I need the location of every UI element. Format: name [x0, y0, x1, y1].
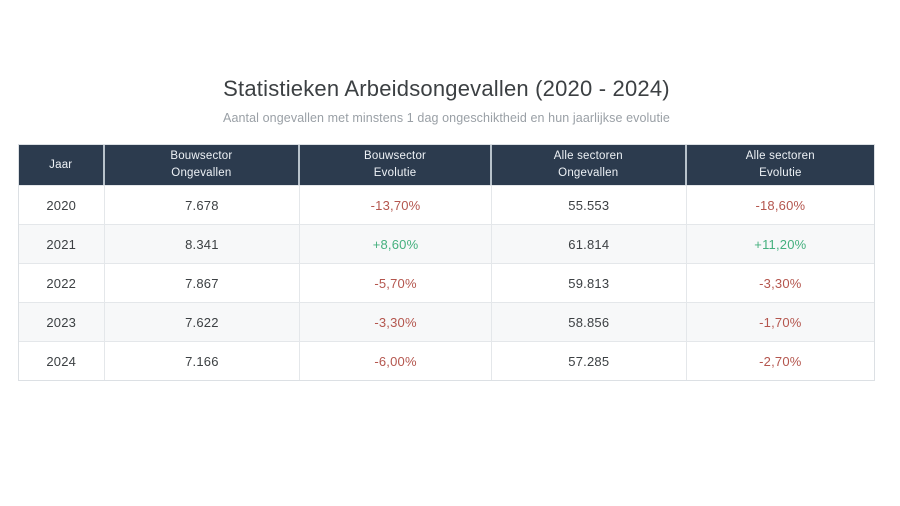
table-row-2023: 2023 7.622 -3,30% 58.856 -1,70% — [19, 302, 874, 341]
bouwsector-ongevallen-cell: 7.678 — [105, 186, 301, 224]
bouwsector-evolutie-cell: -6,00% — [300, 342, 492, 380]
alle-sectoren-ongevallen-cell: 57.285 — [492, 342, 687, 380]
alle-sectoren-ongevallen-cell: 59.813 — [492, 264, 687, 302]
year-cell: 2020 — [19, 186, 105, 224]
stats-table: Jaar Bouwsector Ongevallen Bouwsector Ev… — [18, 144, 875, 381]
alle-sectoren-ongevallen-cell: 55.553 — [492, 186, 687, 224]
table-row-2021: 2021 8.341 +8,60% 61.814 +11,20% — [19, 224, 874, 263]
header-label: Ongevallen — [558, 167, 619, 179]
page: Statistieken Arbeidsongevallen (2020 - 2… — [18, 0, 875, 381]
bouwsector-ongevallen-cell: 7.622 — [105, 303, 301, 341]
table-row-2024: 2024 7.166 -6,00% 57.285 -2,70% — [19, 341, 874, 380]
year-cell: 2024 — [19, 342, 105, 380]
year-cell: 2021 — [19, 225, 105, 263]
header-cell-jaar: Jaar — [19, 145, 105, 185]
page-subtitle: Aantal ongevallen met minstens 1 dag ong… — [223, 111, 670, 125]
page-title: Statistieken Arbeidsongevallen (2020 - 2… — [223, 76, 670, 101]
year-cell: 2023 — [19, 303, 105, 341]
alle-sectoren-evolutie-cell: -3,30% — [759, 275, 802, 291]
bouwsector-evolutie-cell: -3,30% — [300, 303, 492, 341]
table-header-row: Jaar Bouwsector Ongevallen Bouwsector Ev… — [19, 145, 874, 185]
header-label: Ongevallen — [171, 167, 232, 179]
year-cell: 2022 — [19, 264, 105, 302]
table-row-2022: 2022 7.867 -5,70% 59.813 -3,30% — [19, 263, 874, 302]
bouwsector-ongevallen-cell: 7.867 — [105, 264, 301, 302]
header-cell-bouwsector-evolutie: Bouwsector Evolutie — [300, 145, 492, 185]
bouwsector-ongevallen-cell: 8.341 — [105, 225, 301, 263]
alle-sectoren-evolutie-cell: -1,70% — [759, 314, 802, 330]
alle-sectoren-evolutie-cell: -18,60% — [755, 197, 806, 213]
bouwsector-evolutie-cell: -5,70% — [300, 264, 492, 302]
alle-sectoren-ongevallen-cell: 58.856 — [492, 303, 687, 341]
header-label: Bouwsector — [363, 150, 427, 163]
header-label: Evolutie — [373, 167, 417, 179]
alle-sectoren-ongevallen-cell: 61.814 — [492, 225, 687, 263]
alle-sectoren-evolutie-cell: +11,20% — [754, 236, 807, 252]
table-row-2020: 2020 7.678 -13,70% 55.553 -18,60% — [19, 185, 874, 224]
header-label: Alle sectoren — [553, 150, 623, 163]
header-label: Bouwsector — [170, 150, 233, 163]
header-cell-alle-sectoren-evolutie: Alle sectoren Evolutie — [687, 145, 874, 185]
header-cell-alle-sectoren-ongevallen: Alle sectoren Ongevallen — [492, 145, 687, 185]
bouwsector-ongevallen-cell: 7.166 — [105, 342, 301, 380]
header-label: Alle sectoren — [745, 150, 815, 163]
alle-sectoren-evolutie-cell: -2,70% — [759, 353, 802, 369]
header-label: Jaar — [49, 158, 73, 171]
bouwsector-evolutie-cell: -13,70% — [300, 186, 492, 224]
bouwsector-evolutie-cell: +8,60% — [300, 225, 492, 263]
header-label: Evolutie — [759, 167, 802, 179]
header-cell-bouwsector-ongevallen: Bouwsector Ongevallen — [105, 145, 301, 185]
